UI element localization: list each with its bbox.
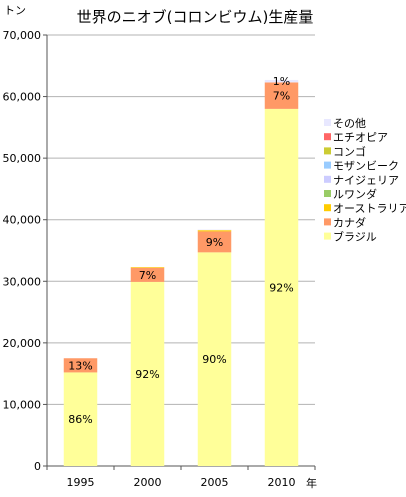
legend: その他エチオピアコンゴモザンビークナイジェリアルワンダオーストラリアカナダブラジ… — [324, 117, 406, 244]
y-tick-label: 50,000 — [3, 152, 42, 165]
x-tick-label: 2005 — [201, 476, 229, 489]
bar-segment — [197, 231, 232, 253]
data-label: 7% — [139, 269, 156, 282]
x-axis-label: 年 — [306, 476, 317, 490]
bar-segment — [130, 267, 165, 282]
x-tick-labels: 1995 2000 2005 2010 — [67, 476, 296, 489]
data-label: 92% — [269, 281, 293, 294]
y-tick-label: 70,000 — [3, 29, 42, 42]
legend-swatch — [324, 119, 331, 126]
stacked-bars — [63, 79, 299, 466]
legend-label: カナダ — [333, 215, 366, 229]
legend-label: ナイジェリア — [333, 174, 399, 187]
y-tick-labels: 0 10,000 20,000 30,000 40,000 50,000 60,000 70,… — [3, 29, 42, 473]
bar-segment — [130, 281, 165, 466]
y-tick-label: 10,000 — [3, 398, 42, 411]
data-label: 1% — [273, 75, 290, 88]
legend-label: その他 — [333, 117, 366, 130]
y-tick-label: 40,000 — [3, 214, 42, 227]
chart-title: 世界のニオブ(コロンビウム)生産量 — [77, 8, 314, 26]
bar-segment — [264, 79, 299, 83]
bar-segment — [197, 230, 232, 232]
legend-swatch — [324, 232, 331, 240]
gridlines — [47, 34, 315, 405]
x-tick-label: 2010 — [268, 476, 296, 489]
bar-segment — [197, 252, 232, 466]
data-label: 7% — [273, 90, 290, 103]
legend-label: モザンビーク — [333, 160, 399, 173]
legend-label: エチオピア — [333, 131, 388, 144]
x-tick-label: 1995 — [67, 476, 95, 489]
bar-segment — [264, 108, 299, 466]
legend-swatch — [324, 147, 331, 155]
bar-segment — [197, 229, 232, 231]
y-axis-label: トン — [4, 4, 26, 17]
bar-segment — [130, 267, 165, 268]
legend-swatch — [324, 204, 331, 212]
legend-swatch — [324, 190, 331, 197]
legend-swatch — [324, 161, 331, 169]
data-label: 92% — [135, 368, 159, 381]
y-tick-label: 0 — [34, 460, 41, 473]
y-tick-label: 30,000 — [3, 275, 42, 288]
bar-segment — [63, 372, 98, 466]
x-tick-label: 2000 — [134, 476, 162, 489]
data-labels: 86% 13% 92% 7% 90% 9% 92% 7% 1% — [68, 75, 293, 426]
data-label: 13% — [68, 359, 92, 372]
y-tick-label: 60,000 — [3, 91, 42, 104]
legend-label: コンゴ — [333, 144, 366, 158]
data-label: 9% — [206, 236, 223, 249]
legend-label: ブラジル — [333, 230, 377, 244]
legend-swatch — [324, 218, 331, 226]
data-label: 90% — [202, 353, 226, 366]
bar-segment — [63, 358, 98, 373]
bar-segment — [264, 82, 299, 109]
legend-label: ルワンダ — [333, 187, 377, 201]
y-tick-label: 20,000 — [3, 337, 42, 350]
legend-swatch — [324, 175, 331, 183]
legend-swatch — [324, 133, 331, 141]
data-label: 86% — [68, 413, 92, 426]
legend-label: オーストラリア — [333, 202, 406, 215]
